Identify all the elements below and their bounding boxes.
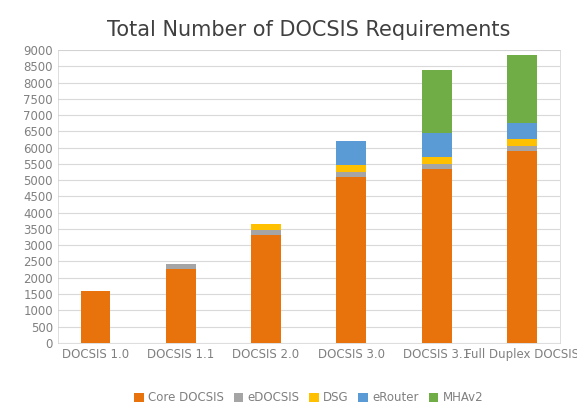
Bar bbox=[422, 157, 452, 164]
Bar bbox=[81, 291, 110, 343]
Bar bbox=[507, 146, 537, 151]
Bar bbox=[336, 172, 366, 177]
Bar bbox=[336, 141, 366, 166]
Bar bbox=[166, 264, 196, 269]
Bar bbox=[422, 133, 452, 157]
Bar bbox=[251, 224, 281, 230]
Title: Total Number of DOCSIS Requirements: Total Number of DOCSIS Requirements bbox=[107, 20, 511, 40]
Bar bbox=[507, 151, 537, 343]
Bar bbox=[507, 140, 537, 146]
Bar bbox=[507, 123, 537, 140]
Bar bbox=[507, 55, 537, 123]
Bar bbox=[422, 164, 452, 169]
Bar bbox=[422, 69, 452, 133]
Bar bbox=[251, 235, 281, 343]
Bar bbox=[422, 169, 452, 343]
Bar bbox=[336, 166, 366, 172]
Bar bbox=[336, 177, 366, 343]
Bar bbox=[166, 269, 196, 343]
Bar bbox=[251, 230, 281, 235]
Legend: Core DOCSIS, eDOCSIS, DSG, eRouter, MHAv2: Core DOCSIS, eDOCSIS, DSG, eRouter, MHAv… bbox=[129, 387, 488, 409]
